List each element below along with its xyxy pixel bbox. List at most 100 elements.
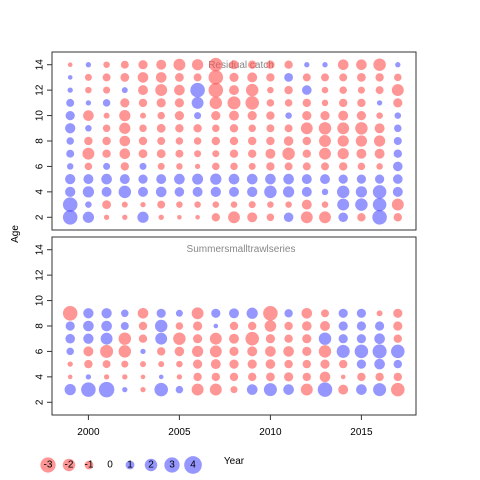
bubble xyxy=(302,85,312,95)
bubble xyxy=(85,201,92,208)
bubble xyxy=(376,100,383,106)
bubble xyxy=(321,188,329,196)
bubble xyxy=(138,85,148,96)
bubble xyxy=(372,185,387,199)
bubble xyxy=(246,173,258,185)
bubble xyxy=(229,359,239,369)
bubble xyxy=(337,59,349,71)
bubble xyxy=(84,359,93,369)
bubble xyxy=(193,73,202,82)
bubble xyxy=(194,201,201,208)
bubble xyxy=(211,372,220,382)
bubble xyxy=(300,383,313,396)
legend-bubble xyxy=(62,458,76,472)
bubble xyxy=(64,383,76,396)
bubble xyxy=(247,212,258,223)
bubble xyxy=(375,174,385,184)
bubble xyxy=(282,147,295,160)
bubble xyxy=(394,112,402,119)
bubble xyxy=(176,163,183,170)
bubble xyxy=(337,198,350,211)
legend-label: -1 xyxy=(85,460,94,471)
bubble xyxy=(209,332,222,345)
bubble xyxy=(247,346,258,357)
bubble xyxy=(302,73,311,82)
bubble xyxy=(67,62,73,67)
bubble xyxy=(138,174,148,184)
bubble xyxy=(263,383,277,397)
bubble xyxy=(140,386,146,393)
bubble xyxy=(229,333,239,344)
bubble xyxy=(82,186,95,198)
bubble xyxy=(393,321,403,331)
bubble xyxy=(339,86,347,94)
bubble xyxy=(177,215,182,220)
bubble xyxy=(374,333,385,345)
bubble xyxy=(266,136,275,146)
bubble xyxy=(173,332,186,345)
bubble xyxy=(302,334,312,344)
bubble xyxy=(212,162,220,171)
bubble xyxy=(138,136,148,146)
bubble xyxy=(84,162,93,171)
bubble xyxy=(193,137,202,145)
bubble xyxy=(120,73,130,82)
bubble xyxy=(376,310,383,317)
bubble xyxy=(336,344,350,358)
bubble xyxy=(120,60,129,69)
bubble xyxy=(339,162,348,171)
bubble xyxy=(356,359,366,369)
bubble xyxy=(267,201,274,208)
bubble xyxy=(227,96,241,110)
bubble xyxy=(229,136,239,146)
bubble xyxy=(394,73,402,82)
bubble xyxy=(82,147,95,160)
bubble xyxy=(301,186,312,197)
bubble xyxy=(66,163,74,170)
bubble xyxy=(339,98,348,108)
bubble xyxy=(103,162,111,170)
bubble xyxy=(372,197,387,212)
bubble xyxy=(376,163,383,170)
bubble xyxy=(264,320,277,332)
bubble xyxy=(102,124,111,133)
bubble xyxy=(372,344,387,359)
bubble xyxy=(158,374,164,380)
bubble xyxy=(209,57,223,72)
panel-1-y-axis: 2 4 6 8 10 12 14 xyxy=(35,59,52,220)
bubble xyxy=(285,201,292,208)
bubble xyxy=(118,332,132,345)
bubble xyxy=(83,320,94,332)
bubble xyxy=(321,309,329,318)
bubble xyxy=(195,215,200,220)
bubble xyxy=(138,98,148,108)
bubble xyxy=(191,307,204,320)
bubble xyxy=(174,346,185,357)
bubble xyxy=(338,334,348,344)
bubble xyxy=(210,173,222,185)
bubble xyxy=(245,96,259,110)
bubble xyxy=(67,374,73,380)
bubble xyxy=(65,173,76,185)
bubble xyxy=(229,346,239,356)
bubble xyxy=(120,322,129,330)
bubble xyxy=(209,345,222,358)
bubble xyxy=(229,308,239,319)
bubble xyxy=(356,148,367,159)
bubble xyxy=(194,112,202,120)
bubble xyxy=(138,334,148,343)
legend-label: 0 xyxy=(107,460,113,471)
bubble xyxy=(229,72,239,82)
bubble xyxy=(393,137,402,145)
bubble xyxy=(138,186,148,197)
bubble xyxy=(100,344,114,358)
bubble xyxy=(248,201,256,209)
legend-label: 3 xyxy=(169,460,175,471)
bubble xyxy=(376,112,383,119)
bubble xyxy=(85,374,92,380)
bubble xyxy=(304,62,310,68)
bubble xyxy=(140,201,146,208)
bubble xyxy=(356,59,367,71)
bubble xyxy=(300,211,313,224)
bubble xyxy=(284,124,293,133)
